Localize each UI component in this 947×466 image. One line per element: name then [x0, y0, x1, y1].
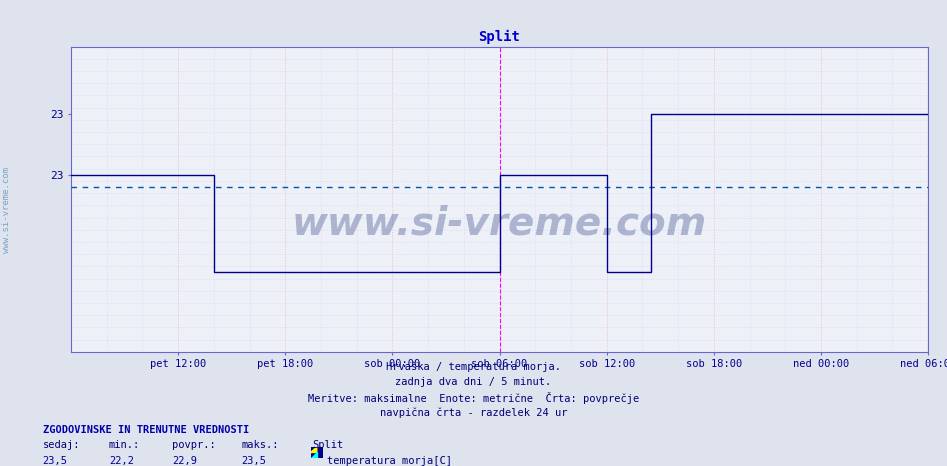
Text: zadnja dva dni / 5 minut.: zadnja dva dni / 5 minut.	[396, 377, 551, 386]
Text: Meritve: maksimalne  Enote: metrične  Črta: povprečje: Meritve: maksimalne Enote: metrične Črta…	[308, 392, 639, 404]
Text: 23,5: 23,5	[43, 456, 67, 466]
Text: Split: Split	[313, 440, 344, 450]
Title: Split: Split	[478, 30, 521, 44]
Text: ZGODOVINSKE IN TRENUTNE VREDNOSTI: ZGODOVINSKE IN TRENUTNE VREDNOSTI	[43, 425, 249, 435]
Text: navpična črta - razdelek 24 ur: navpična črta - razdelek 24 ur	[380, 407, 567, 418]
Text: temperatura morja[C]: temperatura morja[C]	[327, 456, 452, 466]
Text: www.si-vreme.com: www.si-vreme.com	[2, 167, 11, 253]
Text: 23,5: 23,5	[241, 456, 266, 466]
Text: 22,9: 22,9	[172, 456, 197, 466]
Text: min.:: min.:	[109, 440, 140, 450]
Polygon shape	[311, 452, 316, 458]
Text: Hrvaška / temperatura morja.: Hrvaška / temperatura morja.	[386, 361, 561, 372]
Text: maks.:: maks.:	[241, 440, 279, 450]
Text: povpr.:: povpr.:	[172, 440, 216, 450]
Polygon shape	[311, 447, 316, 452]
Text: 22,2: 22,2	[109, 456, 134, 466]
Text: sedaj:: sedaj:	[43, 440, 80, 450]
Text: www.si-vreme.com: www.si-vreme.com	[292, 205, 707, 243]
